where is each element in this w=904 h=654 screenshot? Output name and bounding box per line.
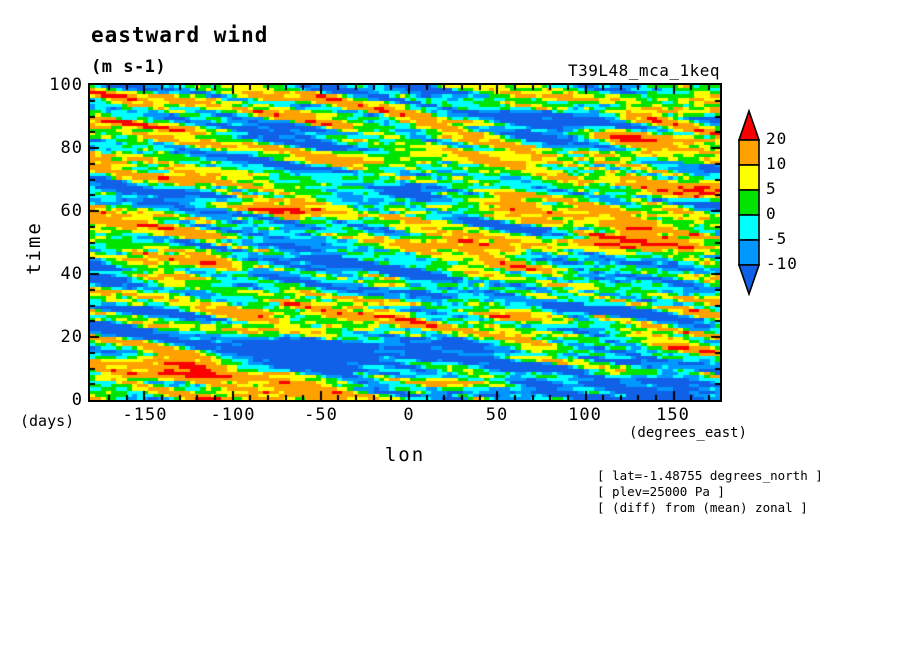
y-tick-label: 40 [60,264,83,284]
colorbar-segment [738,214,760,241]
y-tick-label: 0 [71,390,83,410]
colorbar-label: 10 [766,154,788,173]
x-tick-label: -100 [210,405,256,425]
y-tick-label: 20 [60,327,83,347]
annotation-plev: [ plev=25000 Pa ] [597,484,725,499]
colorbar [737,108,761,297]
y-tick-label: 80 [60,138,83,158]
y-axis-title: time [23,221,45,275]
colorbar-label: 0 [766,204,777,223]
colorbar-over-arrow [737,108,761,141]
colorbar-segment [738,164,760,191]
x-tick-label: -150 [122,405,168,425]
colorbar-segment [738,239,760,266]
y-tick-label: 100 [49,75,83,95]
colorbar-label: -5 [766,229,788,248]
colorbar-segment [738,189,760,216]
chart-units-subtitle: (m s-1) [91,57,167,77]
x-tick-label: 100 [568,405,602,425]
x-tick-label: -50 [304,405,338,425]
x-tick-label: 50 [485,405,509,425]
colorbar-label: 5 [766,179,777,198]
x-tick-label: 150 [656,405,690,425]
run-label: T39L48_mca_1keq [568,61,720,80]
wind-field-canvas [90,85,720,400]
colorbar-label: 20 [766,129,788,148]
y-axis-unit-label: (days) [20,412,75,430]
colorbar-segment [738,139,760,166]
plot-frame [88,83,722,402]
colorbar-label: -10 [766,254,798,273]
y-tick-label: 60 [60,201,83,221]
x-axis-title: lon [384,444,426,466]
annotation-diff: [ (diff) from (mean) zonal ] [597,500,808,515]
chart-title: eastward wind [91,23,269,47]
annotation-lat: [ lat=-1.48755 degrees_north ] [597,468,823,483]
x-axis-unit-label: (degrees_east) [628,425,747,441]
colorbar-under-arrow [737,264,761,297]
x-tick-label: 0 [403,405,415,425]
